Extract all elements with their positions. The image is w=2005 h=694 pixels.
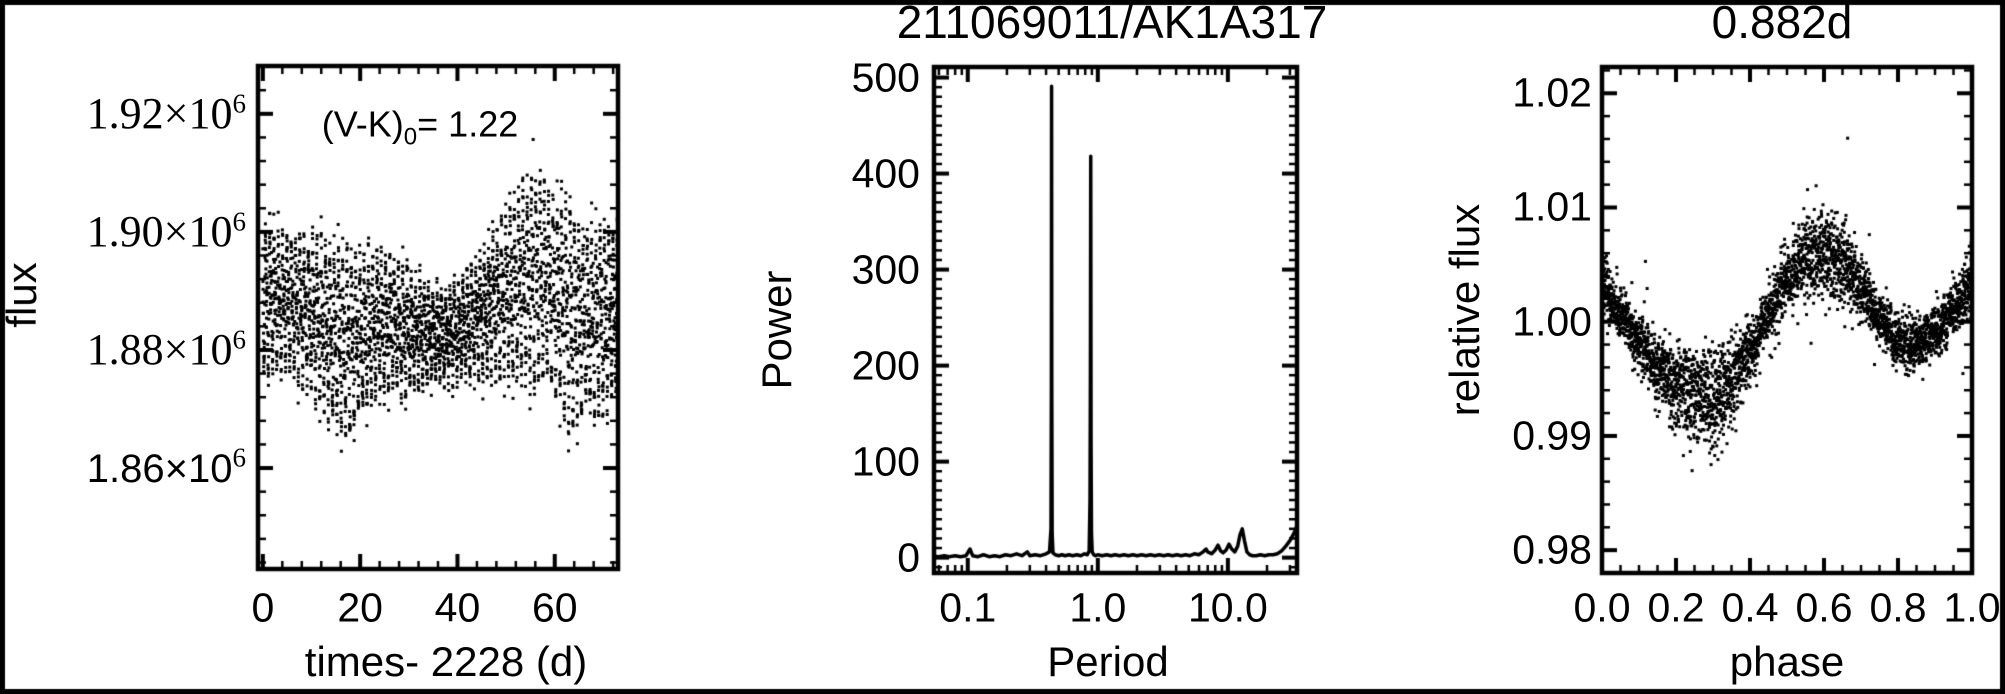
phased-light-curve-y-tick-label: 1.01 <box>1512 183 1592 230</box>
light-curve-y-tick-label: 1.86×106 <box>86 442 246 492</box>
periodogram-x-tick-label: 0.1 <box>939 584 997 631</box>
power-ylabel: Power <box>753 270 800 390</box>
periodogram-y-tick-label: 100 <box>851 438 920 485</box>
relative-flux-ylabel: relative flux <box>1441 203 1488 417</box>
light-curve-x-tick-label: 60 <box>531 584 578 631</box>
phased-title: 0.882d <box>1711 0 1853 48</box>
phased-light-curve-y-tick-label: 1.00 <box>1512 298 1592 345</box>
phased-light-curve-y-tick-label: 0.99 <box>1512 412 1592 459</box>
periodogram-plot <box>934 67 1297 573</box>
phased-light-curve-x-tick-label: 0.0 <box>1573 584 1631 631</box>
periodogram-y-tick-label: 500 <box>851 54 920 101</box>
light-curve-x-tick-label: 0 <box>251 584 275 631</box>
time-xlabel: times- 2228 (d) <box>304 638 588 685</box>
period-xlabel: Period <box>1047 638 1169 685</box>
flux-ylabel: flux <box>0 262 45 328</box>
phased-light-curve-plot <box>1602 67 1972 573</box>
periodogram-y-tick-label: 200 <box>851 342 920 389</box>
light-curve-x-tick-label: 40 <box>434 584 481 631</box>
periodogram-title: 211069011/AK1A317 <box>896 0 1328 48</box>
phased-light-curve-x-tick-label: 0.8 <box>1869 584 1927 631</box>
phased-light-curve-x-tick-label: 0.6 <box>1795 584 1853 631</box>
light-curve-y-tick-label: 1.92×106 <box>86 88 246 138</box>
phased-light-curve-x-tick-label: 0.4 <box>1721 584 1779 631</box>
color-index-annotation: (V-K)0= 1.22 <box>322 106 518 149</box>
annotation-post: = 1.22 <box>417 103 519 145</box>
phased-light-curve-y-tick-label: 1.02 <box>1512 69 1592 116</box>
phased-light-curve-y-tick-label: 0.98 <box>1512 526 1592 573</box>
annotation-sub: 0 <box>403 123 418 151</box>
periodogram-y-tick-label: 400 <box>851 150 920 197</box>
light-curve-y-tick-label: 1.88×106 <box>86 324 246 374</box>
periodogram-y-tick-label: 300 <box>851 246 920 293</box>
phase-xlabel: phase <box>1729 638 1845 685</box>
phased-light-curve-x-tick-label: 1.0 <box>1943 584 2001 631</box>
light-curve-x-tick-label: 20 <box>337 584 383 631</box>
annotation-pre: (V-K) <box>321 103 404 145</box>
phased-light-curve-x-tick-label: 0.2 <box>1647 584 1705 631</box>
periodogram-y-tick-label: 0 <box>897 534 920 581</box>
light-curve-y-tick-label: 1.90×106 <box>86 206 246 256</box>
periodogram-x-tick-label: 1.0 <box>1069 584 1127 631</box>
periodogram-x-tick-label: 10.0 <box>1187 584 1268 631</box>
